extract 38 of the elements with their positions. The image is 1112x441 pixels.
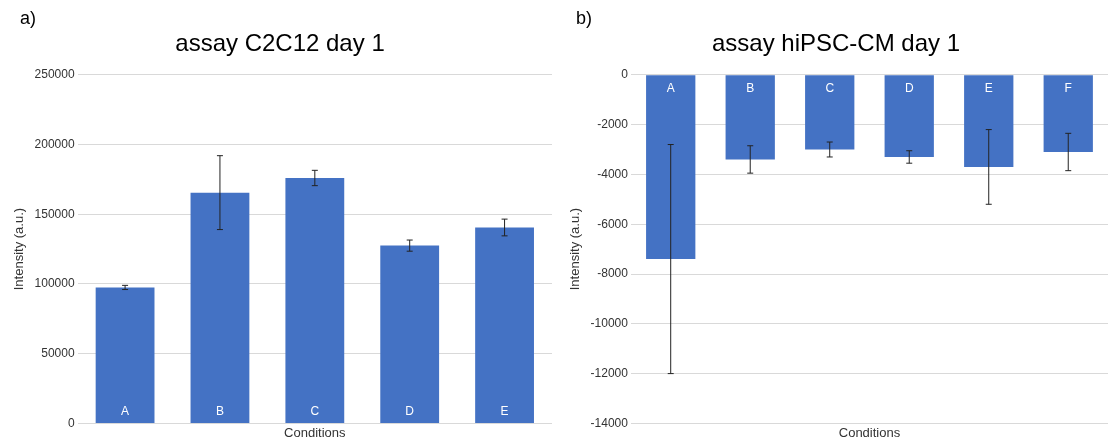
y-tick-label: 0 xyxy=(67,415,75,430)
y-tick-label: -6000 xyxy=(597,216,629,231)
x-tick-label: A xyxy=(666,81,675,96)
y-tick-label: 0 xyxy=(621,67,629,82)
y-tick-label: -4000 xyxy=(597,166,629,181)
bar xyxy=(285,177,345,423)
x-tick-label: B xyxy=(215,403,224,418)
x-tick-label: B xyxy=(746,81,755,96)
y-tick-label: 200000 xyxy=(34,136,75,151)
chart-title: assay C2C12 day 1 xyxy=(175,29,385,57)
y-tick-label: -10000 xyxy=(590,316,629,331)
y-tick-label: -14000 xyxy=(590,415,629,430)
x-tick-label: A xyxy=(121,403,130,418)
x-tick-label: C xyxy=(310,403,320,418)
y-tick-label: -12000 xyxy=(590,365,629,380)
x-tick-label: D xyxy=(904,81,914,96)
y-tick-label: -8000 xyxy=(597,266,629,281)
bar xyxy=(190,192,250,423)
x-tick-label: D xyxy=(405,403,415,418)
y-tick-label: 100000 xyxy=(34,276,75,291)
bar xyxy=(380,245,440,423)
x-axis-title: Conditions xyxy=(284,424,347,440)
y-axis-title: Intensity (a.u.) xyxy=(11,207,27,291)
x-tick-label: F xyxy=(1064,81,1072,96)
text: b) xyxy=(576,8,593,29)
x-axis-title: Conditions xyxy=(838,424,901,440)
y-tick-label: 250000 xyxy=(34,67,75,82)
x-tick-label: E xyxy=(500,403,509,418)
y-tick-label: 50000 xyxy=(41,345,75,360)
y-axis-title: Intensity (a.u.) xyxy=(567,207,583,291)
chart-title: assay hiPSC-CM day 1 xyxy=(711,29,961,57)
x-tick-label: E xyxy=(984,81,993,96)
x-tick-label: C xyxy=(825,81,835,96)
y-tick-label: 150000 xyxy=(34,206,75,221)
bar xyxy=(95,287,155,423)
text: a) xyxy=(20,8,37,29)
y-tick-label: -2000 xyxy=(597,116,629,131)
bar xyxy=(475,227,534,423)
